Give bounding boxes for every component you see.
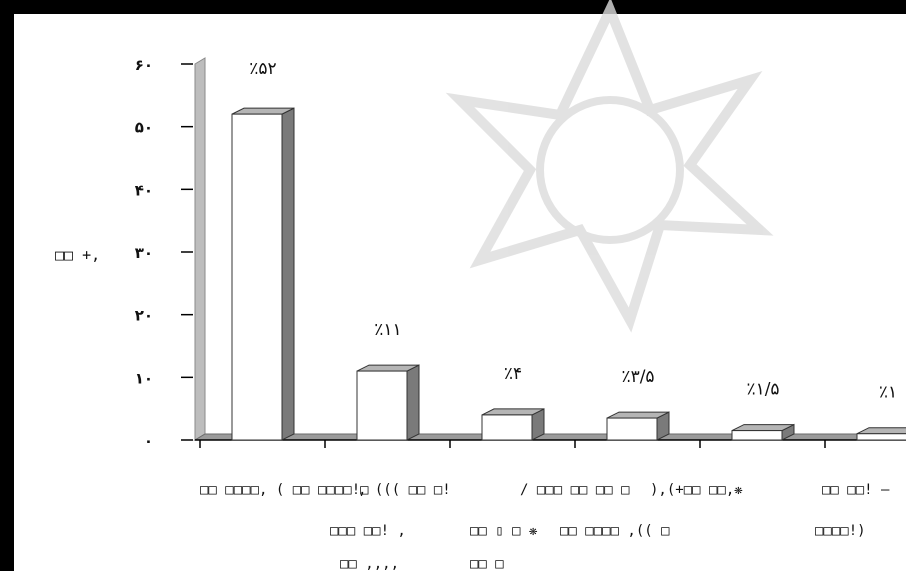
- category-label: □□ □: [470, 556, 504, 571]
- data-labels-group: ٪۵۲ ٪۱۱ ٪۴ ٪۳/۵ ٪۱/۵ ٪۱: [249, 59, 897, 403]
- category-label: □□ ,,,,: [340, 556, 399, 571]
- bar-top: [481, 408, 545, 416]
- bar-front: [231, 113, 283, 441]
- bar-data-label: ٪۵۲: [249, 59, 276, 79]
- bar-data-label: ٪۴: [504, 364, 522, 384]
- category-labels-group: □□ □□□□, ( □□ □□□□!□, ((( □□ □! / □□□ □□ …: [200, 482, 890, 571]
- bar: [731, 423, 795, 441]
- category-label: □□ □□□□ ,(( □: [560, 523, 670, 539]
- category-label: □□ □□! –: [822, 482, 890, 498]
- y-tick-label: ٢٠: [135, 307, 153, 325]
- bar: [606, 411, 670, 441]
- bar-data-label: ٪۱۱: [374, 320, 401, 340]
- category-label: □□ ▯ □ ❋: [470, 523, 538, 539]
- y-axis-wall: [194, 57, 206, 441]
- watermark-rosette: [445, 0, 774, 333]
- bar-data-label: ٪۳/۵: [621, 367, 654, 387]
- bar-front: [731, 430, 783, 441]
- bars-group: [231, 107, 906, 441]
- y-tick-label: ۶٠: [135, 56, 153, 74]
- y-tick-label: ۴٠: [135, 181, 153, 199]
- chart-floor: [193, 433, 901, 441]
- bar-front: [481, 414, 533, 441]
- y-tick-label: ۵٠: [135, 119, 153, 137]
- bar-top: [731, 424, 795, 432]
- bar: [356, 364, 420, 441]
- bar: [856, 427, 906, 441]
- bar-top: [231, 107, 295, 115]
- bar-front: [606, 417, 658, 441]
- category-label: □□□□!): [815, 523, 866, 539]
- bar-side: [281, 107, 295, 441]
- bar-data-label: ٪۱/۵: [746, 380, 779, 400]
- category-label: □□ □□□□, ( □□ □□□□!□: [200, 482, 369, 498]
- category-label: ),(+□□ □□,❋: [650, 482, 743, 498]
- y-tick-label: ٠: [144, 432, 153, 450]
- y-axis-label: □□ +,: [55, 246, 100, 264]
- bar-side: [406, 364, 420, 441]
- bar-data-label: ٪۱: [879, 383, 897, 403]
- category-label: □□□ □□! ,: [330, 523, 406, 539]
- bar-front: [356, 370, 408, 441]
- bar-top: [356, 364, 420, 372]
- bar-top: [606, 411, 670, 419]
- bar: [231, 107, 295, 441]
- y-tick-label: ١٠: [135, 369, 153, 387]
- bar-front: [856, 433, 906, 441]
- category-label: , ((( □□ □!: [358, 482, 451, 498]
- bar: [481, 408, 545, 441]
- y-tick-label: ٣٠: [135, 244, 153, 262]
- category-label: / □□□ □□ □□ □: [520, 482, 630, 498]
- bar-top: [856, 427, 906, 435]
